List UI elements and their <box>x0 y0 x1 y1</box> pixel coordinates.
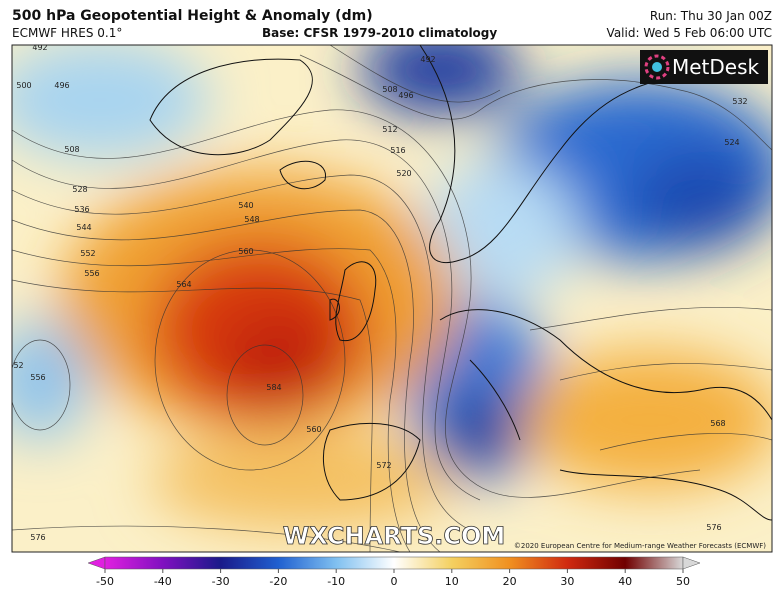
run: Run: Thu 30 Jan 00Z <box>650 9 772 23</box>
map: 492 496 500 508 528 536 544 552 556 540 548 560 564 5… <box>8 43 772 552</box>
height-contours <box>12 45 772 552</box>
contour-label-layer: 492 496 500 508 528 536 544 552 556 540 548 560 564 5… <box>8 43 748 542</box>
colorbar-tick-label: 20 <box>503 575 517 588</box>
colorbar-tick-label: 10 <box>445 575 459 588</box>
contour-label: 568 <box>710 419 725 428</box>
contour-label: 540 <box>238 201 253 210</box>
contour-label: 576 <box>30 533 45 542</box>
contour-label: 520 <box>396 169 411 178</box>
valid: Valid: Wed 5 Feb 06:00 UTC <box>607 26 772 40</box>
contour-label: 508 <box>64 145 79 154</box>
contour-label: 528 <box>72 185 87 194</box>
contour-label: 516 <box>390 146 405 155</box>
contour-label: 576 <box>706 523 721 532</box>
colorbar-tick-label: -20 <box>269 575 287 588</box>
colorbar: -50 -40 -30 -20 -10 0 10 20 30 40 50 <box>87 556 701 588</box>
map-frame <box>11 44 773 553</box>
anomaly-field <box>12 45 772 530</box>
colorbar-ramp <box>104 556 684 570</box>
contour-label: 556 <box>84 269 99 278</box>
colorbar-tick-label: 50 <box>676 575 690 588</box>
contour-label: 500 <box>16 81 31 90</box>
colorbar-arrow <box>87 556 106 570</box>
contour-label: 572 <box>376 461 391 470</box>
contour-label: 496 <box>398 91 413 100</box>
contour-label: 508 <box>382 85 397 94</box>
coastlines <box>149 45 772 521</box>
logo-icon <box>652 62 662 72</box>
contour-label: 544 <box>76 223 91 232</box>
contour-label: 584 <box>266 383 281 392</box>
colorbar-tick-label: -40 <box>154 575 172 588</box>
title: 500 hPa Geopotential Height & Anomaly (d… <box>12 8 373 24</box>
contour-label: 532 <box>732 97 747 106</box>
colorbar-tick-label: -50 <box>96 575 114 588</box>
colorbar-tick-label: 30 <box>560 575 574 588</box>
watermark: WXCHARTS.COM <box>283 522 505 550</box>
contour-label: 564 <box>176 280 191 289</box>
colorbar-arrow <box>682 556 701 570</box>
copyright: ©2020 European Centre for Medium-range W… <box>514 542 766 550</box>
colorbar-tick-label: -30 <box>212 575 230 588</box>
logo-icon <box>644 54 670 80</box>
contour-label: 512 <box>382 125 397 134</box>
contour-label: 496 <box>54 81 69 90</box>
contour-label: 524 <box>724 138 739 147</box>
contour-label: 560 <box>238 247 253 256</box>
contour-label: 552 <box>80 249 95 258</box>
logo-text: MetDesk <box>672 55 760 79</box>
contour-label: 492 <box>32 43 47 52</box>
contour-label: 556 <box>30 373 45 382</box>
contour-label: 548 <box>244 215 259 224</box>
contour-label: 536 <box>74 205 89 214</box>
contour-label: 492 <box>420 55 435 64</box>
model: ECMWF HRES 0.1° <box>12 26 122 40</box>
contour-label: 560 <box>306 425 321 434</box>
colorbar-tick-label: 0 <box>391 575 398 588</box>
colorbar-tick-label: -10 <box>327 575 345 588</box>
colorbar-tick-label: 40 <box>618 575 632 588</box>
base: Base: CFSR 1979-2010 climatology <box>262 26 497 40</box>
contour-label: 552 <box>8 361 23 370</box>
